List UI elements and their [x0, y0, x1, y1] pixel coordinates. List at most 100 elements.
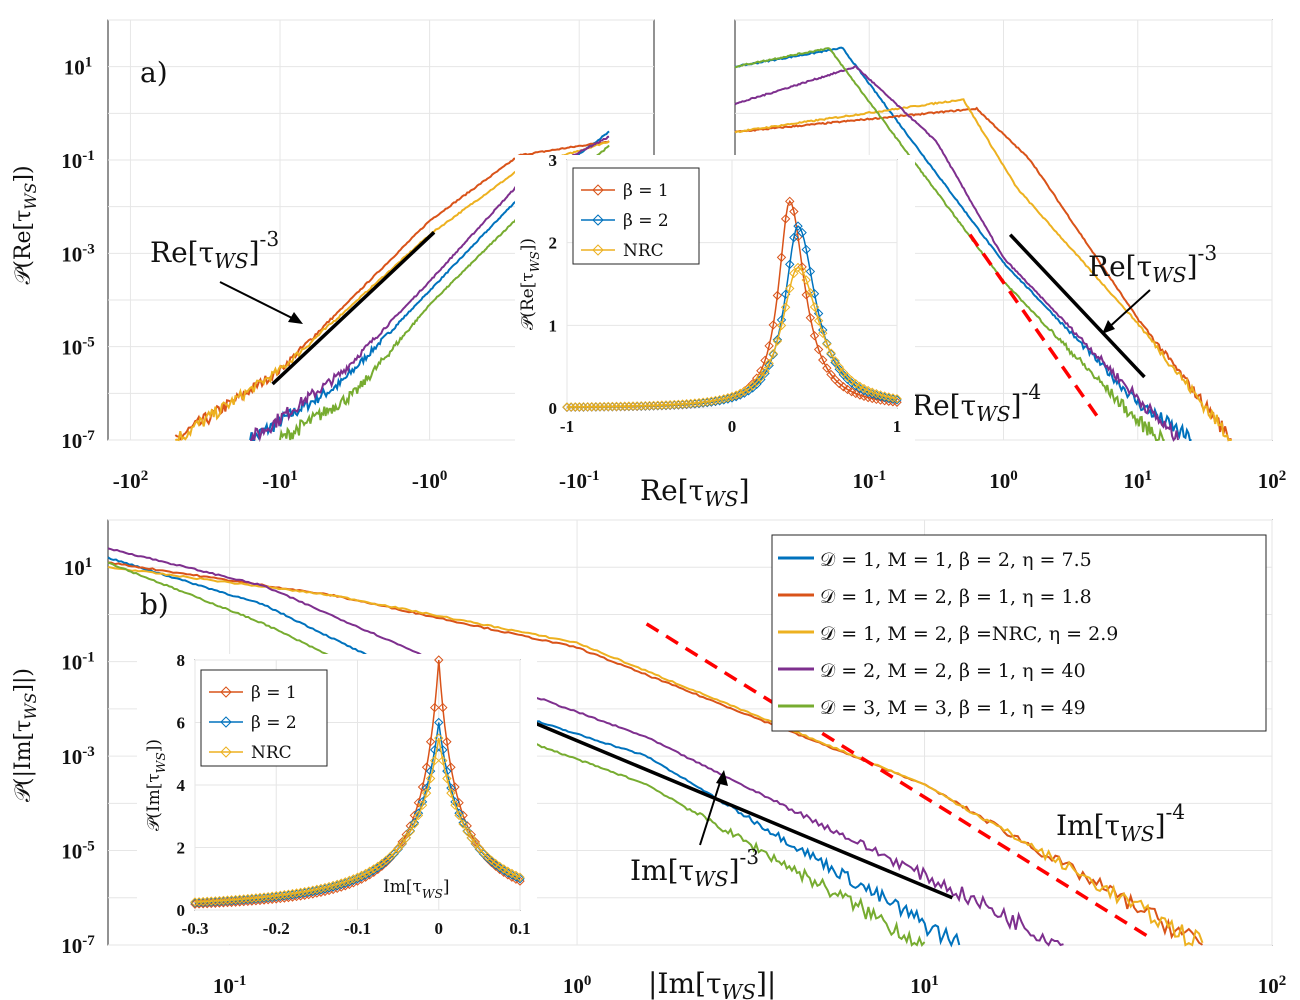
inset-b-marker [454, 808, 464, 818]
y-axis-label-b: 𝒫(|Im[τWS]|) [11, 668, 40, 802]
x-tick-label: 101 [910, 973, 939, 998]
inset-b-marker [308, 885, 318, 895]
y-tick-label: 10-5 [61, 335, 95, 360]
inset-b-marker [210, 896, 221, 906]
inset-b-marker [458, 818, 468, 828]
inset-b-marker [434, 717, 444, 728]
inset-x-tick: 0.1 [509, 919, 530, 938]
inset-a-marker [797, 227, 807, 238]
inset-a-marker [756, 372, 766, 382]
inset-b-marker [295, 887, 306, 898]
y-tick-label: 10-3 [61, 744, 95, 769]
inset-a-marker [620, 401, 630, 411]
legend-label: β = 2 [623, 211, 669, 231]
y-axis-label-a: 𝒫(Re[τWS]) [11, 165, 40, 284]
inset-a-marker [562, 402, 572, 412]
inset-b-marker [239, 894, 249, 904]
inset-a-marker [830, 357, 840, 368]
inset-a-marker [826, 348, 836, 358]
inset-a-marker [793, 221, 803, 231]
inset-b-marker [450, 800, 460, 810]
inset-a-marker [710, 395, 721, 406]
inset-a-marker [813, 316, 824, 326]
legend-label: β = 1 [251, 683, 297, 703]
inset-a-series [567, 266, 898, 408]
inset-a-marker [764, 341, 774, 351]
inset-x-tick: -0.2 [263, 919, 290, 938]
inset-x-tick: 1 [893, 417, 902, 436]
inset-b-marker [263, 891, 273, 902]
inset-a-marker [855, 381, 865, 392]
inset-b-marker [291, 888, 302, 898]
inset-a-marker [653, 400, 663, 410]
inset-a-marker [644, 400, 655, 411]
panel-label-a: a) [140, 56, 168, 89]
inset-b-marker [417, 800, 428, 810]
legend-marker [592, 214, 604, 226]
inset-a-marker [582, 402, 593, 412]
legend-marker [592, 244, 604, 256]
slope-line-red [968, 233, 1099, 418]
inset-b-marker [409, 818, 420, 828]
y-tick-label: 101 [64, 55, 93, 80]
inset-a-marker [752, 377, 762, 387]
inset-a-marker [615, 401, 626, 411]
series-line [107, 566, 1204, 947]
inset-y-tick: 1 [549, 316, 558, 335]
x-axis-label-a: Re[τWS] [640, 474, 750, 511]
inset-a-marker [764, 360, 774, 371]
inset-a-marker [714, 394, 725, 405]
series-line [734, 106, 1233, 442]
inset-b-marker [356, 870, 367, 881]
inset-a-marker [673, 399, 684, 410]
inset-b-marker [486, 855, 497, 866]
inset-a-marker [834, 378, 844, 389]
inset-a-marker [772, 336, 783, 346]
inset-a-marker [818, 328, 828, 338]
inset-a-marker [838, 382, 849, 392]
inset-a-marker [727, 391, 737, 402]
x-tick-label: 100 [563, 973, 592, 998]
inset-y-tick: 8 [177, 651, 186, 670]
inset-a-marker [842, 384, 853, 395]
annotation-pos: Re[τWS]-3 [1088, 241, 1217, 287]
inset-a-marker [607, 401, 618, 412]
inset-b-marker [373, 861, 383, 872]
series-line [734, 47, 1165, 441]
inset-b-marker [267, 891, 277, 901]
y-axis-label-text: 𝒫(Re[τWS]) [11, 165, 40, 284]
inset-x-tick: -1 [560, 417, 574, 436]
inset-y-tick: 4 [177, 776, 186, 795]
inset-y-tick: 0 [177, 901, 186, 920]
inset-b-marker [397, 838, 407, 849]
inset-b-marker [299, 886, 310, 897]
legend-marker [220, 716, 232, 728]
series-line [734, 65, 1179, 442]
inset-y-tick: 2 [549, 234, 558, 253]
inset-a-marker [789, 206, 799, 217]
arrow-b [699, 775, 723, 846]
legend-label: β = 1 [623, 181, 669, 201]
legend-label: 𝒟 = 1, M = 2, β = 1, η = 1.8 [820, 586, 1092, 608]
y-tick-label: 10-7 [61, 428, 95, 453]
inset-b-marker [490, 858, 501, 869]
inset-a-marker [599, 401, 609, 412]
inset-b-marker [320, 882, 330, 893]
inset-a-marker [611, 401, 622, 412]
inset-b-marker [259, 892, 269, 902]
inset-a-marker [677, 399, 688, 409]
inset-a-marker [768, 348, 778, 359]
inset-b-marker [421, 788, 432, 798]
inset-a-marker [801, 275, 811, 285]
inset-b-marker [275, 890, 286, 900]
panel-label-b: b) [140, 588, 169, 621]
inset-b-marker [194, 897, 204, 907]
inset-b-marker [340, 877, 351, 887]
legend-b [771, 534, 1267, 732]
inset-a-marker [785, 196, 795, 207]
arrow-head [288, 312, 303, 324]
inset-b-marker [434, 655, 444, 665]
inset-a-marker [780, 302, 791, 313]
